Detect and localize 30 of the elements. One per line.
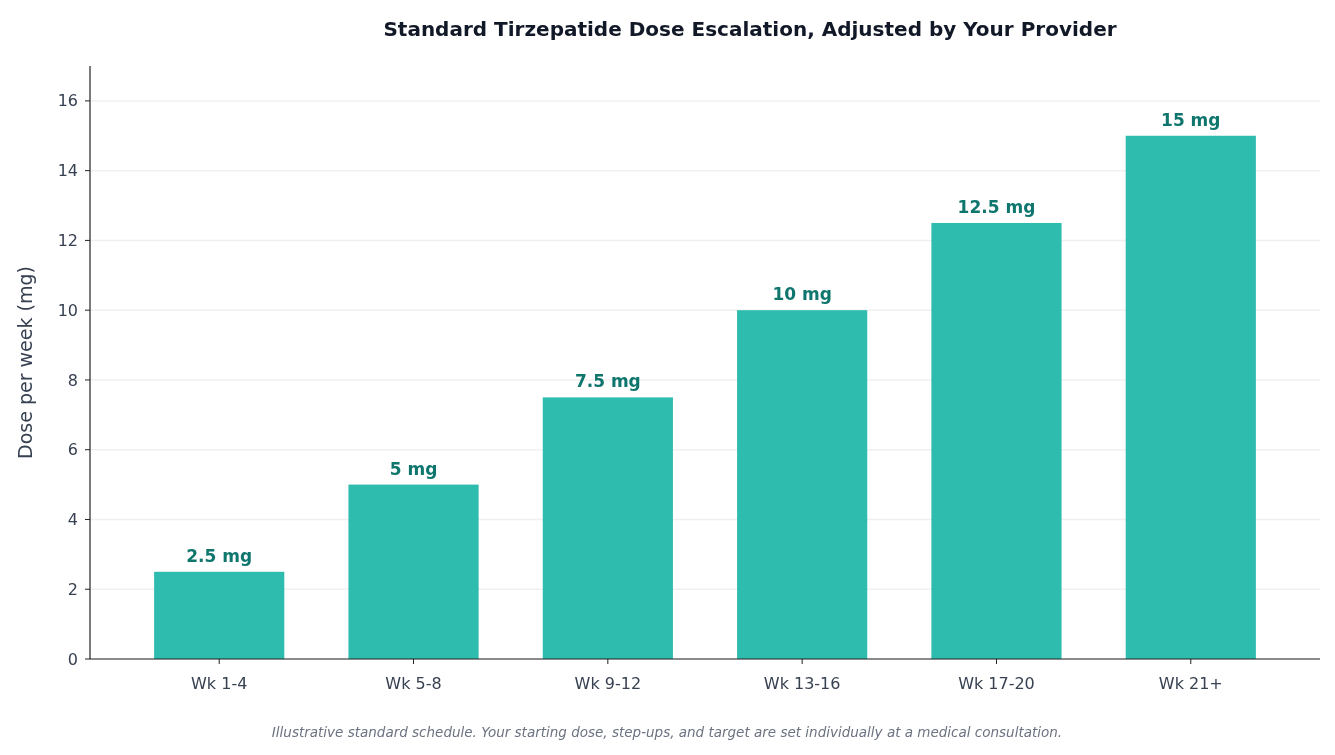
- y-axis-title: Dose per week (mg): [14, 266, 36, 459]
- chart-title: Standard Tirzepatide Dose Escalation, Adjusted by Your Provider: [383, 17, 1117, 41]
- data-label: 15 mg: [1161, 109, 1221, 130]
- x-tick-label: Wk 21+: [1158, 674, 1223, 693]
- x-tick-label: Wk 9-12: [574, 674, 642, 693]
- y-tick-label: 8: [67, 370, 78, 390]
- bar: [348, 484, 479, 659]
- text: Illustrative standard schedule. Your starting dose, step-ups, and target are set individually at a medical consultation.: [271, 724, 1063, 740]
- bar: [154, 571, 285, 659]
- data-label: 12.5 mg: [957, 196, 1036, 217]
- y-tick-label: 12: [57, 231, 78, 251]
- y-tick-label: 0: [67, 649, 78, 669]
- data-label: 10 mg: [772, 284, 832, 305]
- bar: [931, 222, 1062, 659]
- x-tick-label: Wk 13-16: [763, 674, 841, 693]
- data-label: 5 mg: [389, 458, 438, 479]
- y-tick-label: 10: [57, 300, 78, 320]
- bar: [737, 310, 868, 659]
- x-tick-label: Wk 17-20: [958, 674, 1035, 693]
- y-tick-label: 14: [57, 161, 78, 181]
- y-tick-label: 16: [57, 91, 78, 111]
- data-label: 2.5 mg: [186, 545, 253, 566]
- y-tick-label: 2: [67, 579, 78, 599]
- bar: [542, 397, 673, 659]
- data-label: 7.5 mg: [574, 371, 641, 392]
- y-tick-label: 6: [67, 440, 78, 460]
- x-tick-label: Wk 1-4: [191, 674, 248, 693]
- bar: [1125, 135, 1256, 659]
- x-tick-label: Wk 5-8: [385, 674, 442, 693]
- y-tick-label: 4: [67, 510, 78, 530]
